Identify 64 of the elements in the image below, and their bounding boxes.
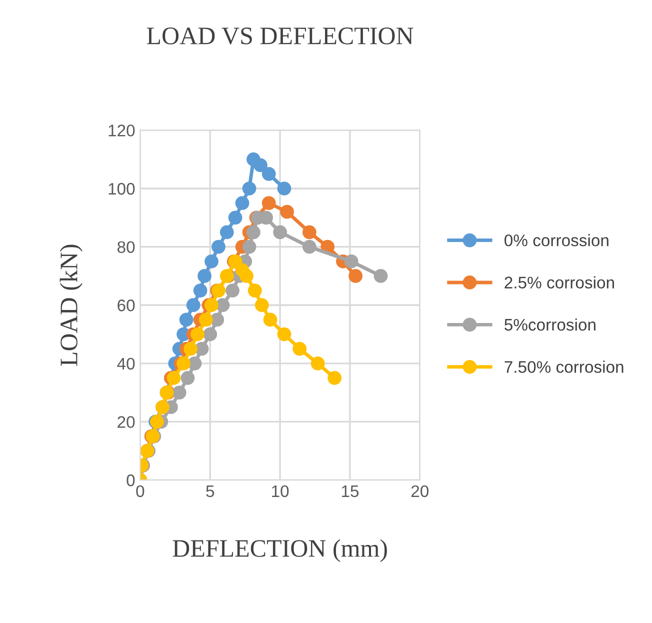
point [242, 240, 256, 254]
point [184, 342, 198, 356]
point [172, 386, 186, 400]
point [198, 312, 213, 327]
point [263, 312, 278, 327]
x-tick-label: 20 [411, 485, 429, 498]
point [280, 204, 294, 219]
x-tick-label: 15 [342, 485, 359, 498]
point [179, 312, 194, 327]
legend-label: 5%corrosion [504, 318, 596, 331]
point [190, 327, 204, 342]
point [302, 240, 316, 254]
point [240, 269, 254, 283]
point [176, 356, 190, 370]
point [216, 298, 230, 312]
point [226, 284, 240, 298]
point [262, 166, 276, 181]
point [235, 196, 250, 210]
point [204, 254, 218, 268]
point [193, 284, 208, 298]
y-tick-label: 20 [118, 416, 135, 428]
point [344, 254, 358, 268]
legend-label: 7.50% corrosion [504, 360, 624, 373]
point [374, 269, 388, 283]
point [254, 158, 268, 172]
legend-label: 0% corrossion [504, 234, 608, 246]
x-tick-label: 0 [136, 485, 144, 498]
point [310, 356, 325, 370]
point [166, 371, 181, 385]
legend-label: 2.5% corrosion [504, 276, 614, 288]
point [242, 182, 256, 196]
point [210, 312, 224, 327]
y-tick-label: 100 [108, 182, 135, 195]
point [262, 196, 276, 210]
point [180, 371, 195, 385]
point [228, 210, 242, 225]
point [348, 269, 362, 283]
point [203, 327, 218, 342]
point [212, 240, 226, 254]
point [277, 182, 292, 196]
point [188, 356, 202, 370]
point [277, 327, 292, 342]
y-tick-label: 40 [117, 358, 135, 370]
y-tick-label: 60 [118, 300, 135, 312]
point [220, 225, 234, 240]
x-axis-title: DEFLECTION (mm) [172, 539, 387, 562]
point [194, 342, 209, 356]
point [198, 269, 212, 283]
y-tick-label: 120 [108, 124, 135, 136]
y-tick-label: 0 [126, 474, 135, 486]
point [302, 225, 316, 240]
point [248, 284, 262, 298]
point [246, 225, 260, 240]
y-tick-label: 80 [118, 241, 135, 254]
point [328, 371, 342, 385]
y-axis-title: LOAD (kN) [60, 244, 83, 366]
point [254, 298, 269, 312]
point [273, 225, 287, 240]
x-tick-label: 5 [206, 485, 214, 498]
point [204, 298, 218, 312]
x-tick-label: 10 [272, 485, 289, 498]
chart-title: LOAD VS DEFLECTION [146, 28, 414, 44]
point [292, 342, 307, 356]
point [186, 298, 200, 312]
